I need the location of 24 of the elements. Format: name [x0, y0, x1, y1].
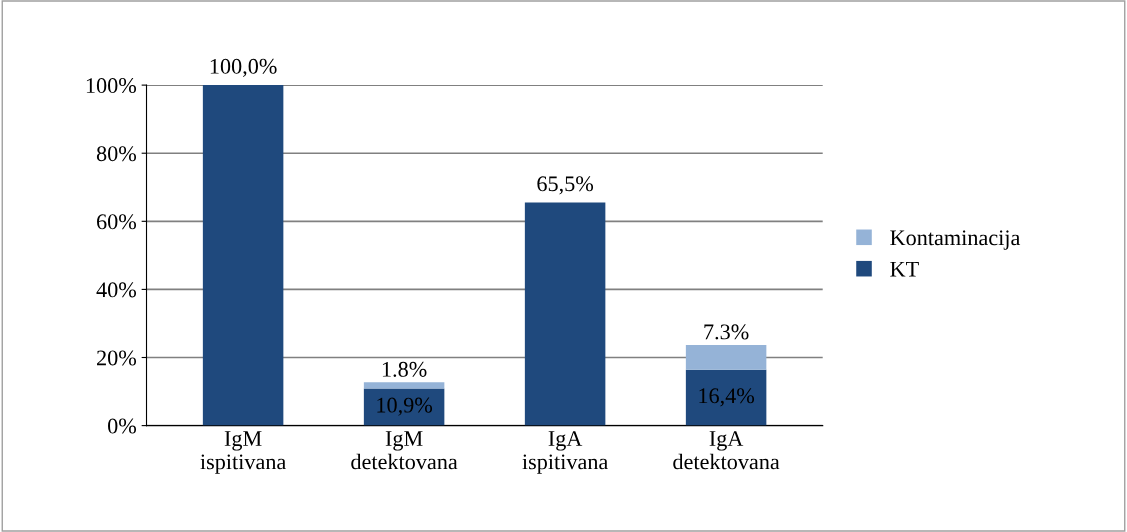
bar — [685, 344, 767, 370]
y-tick-label: 40% — [96, 282, 137, 298]
x-tick-label: IgM detektovana — [351, 431, 458, 470]
y-tick-label: 0% — [108, 418, 137, 434]
data-label: 100,0% — [210, 58, 277, 77]
x-tick-label: IgA ispitivana — [522, 431, 609, 474]
y-tick-label: 60% — [97, 214, 137, 230]
bar — [685, 369, 767, 426]
data-label: 1.8% — [382, 361, 427, 377]
data-label: 7.3% — [704, 324, 749, 340]
y-tick-label: 80% — [96, 146, 137, 162]
bar — [202, 85, 284, 426]
y-tick-label: 20% — [97, 350, 137, 366]
legend-label: KT — [890, 261, 919, 277]
data-label: 16,4% — [699, 388, 755, 407]
x-tick-label: IgM ispitivana — [200, 431, 287, 474]
x-tick-label: IgA detektovana — [673, 431, 780, 470]
bar — [363, 388, 445, 426]
bar — [524, 202, 606, 426]
data-label: 10,9% — [377, 397, 433, 416]
y-tick-label: 100% — [86, 78, 137, 94]
data-label: 65,5% — [537, 176, 594, 195]
legend-label: Kontaminacija — [890, 230, 1021, 250]
bar — [363, 382, 445, 389]
